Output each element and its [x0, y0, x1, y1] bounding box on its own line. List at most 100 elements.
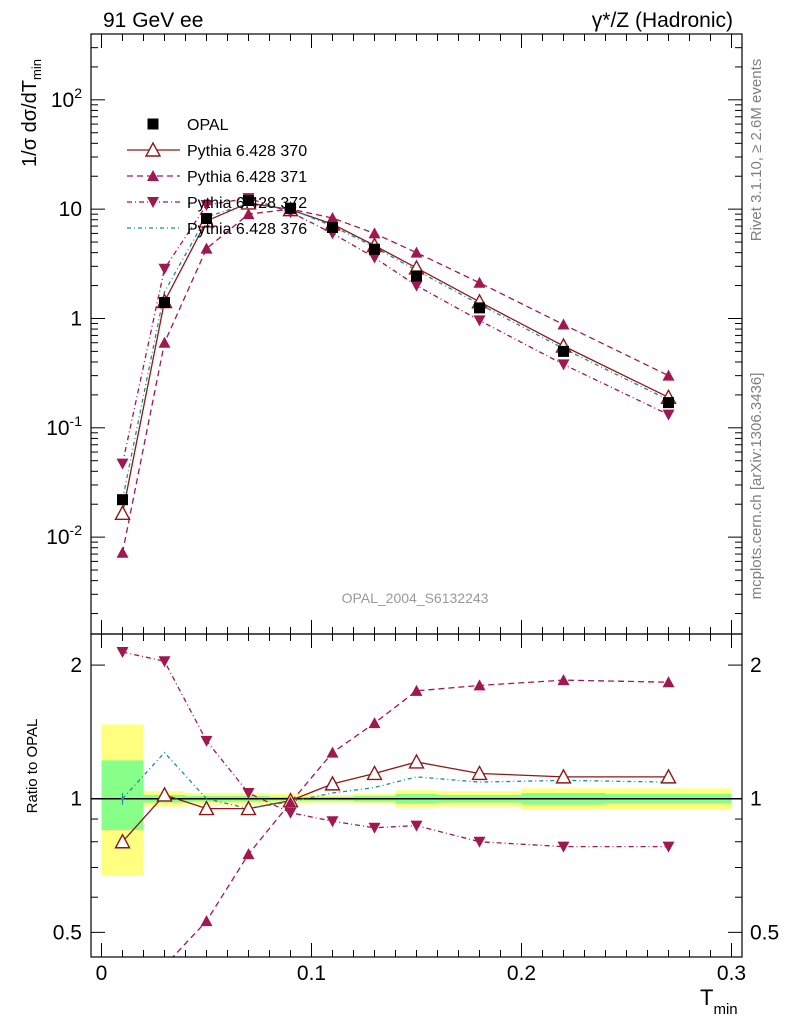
- ratio-panel-frame: [90, 633, 743, 958]
- ratio-series-point: [662, 841, 675, 853]
- opal-data-point: [159, 296, 170, 308]
- ratio-y-tick-label-right: 1: [750, 788, 762, 811]
- opal-data-point: [285, 202, 296, 214]
- y-tick-label: 10-1: [46, 413, 82, 440]
- main-series-point: [114, 504, 131, 521]
- main-series-point: [473, 276, 486, 288]
- legend-marker: [147, 118, 159, 130]
- x-axis-title: Tmin: [700, 985, 738, 1018]
- ratio-series-point: [284, 807, 297, 819]
- y-tick-label: 102: [51, 85, 82, 112]
- ratio-y-tick-label-left: 2: [70, 654, 82, 677]
- main-series-point: [326, 211, 339, 223]
- ratio-series-point: [410, 684, 423, 696]
- ratio-y-tick-label-right: 2: [750, 654, 762, 677]
- ratio-series-point: [471, 764, 488, 781]
- ratio-series-point: [116, 647, 129, 659]
- ratio-series-point: [159, 960, 171, 971]
- main-series-point: [557, 318, 570, 330]
- main-series-point: [410, 280, 423, 292]
- ratio-series-point: [368, 822, 381, 834]
- ratio-series-point: [555, 768, 572, 784]
- opal-data-point: [411, 270, 422, 282]
- main-series-point: [368, 227, 381, 239]
- main-series-point: [662, 409, 675, 421]
- ratio-bands: [91, 724, 742, 876]
- ratio-series-point: [660, 768, 677, 784]
- ratio-series-point: [200, 915, 213, 927]
- ratio-series-point: [156, 786, 173, 802]
- ratio-series-point: [473, 679, 486, 691]
- y-tick-label: 1: [70, 307, 82, 330]
- ratio-series-point: [117, 990, 129, 1001]
- legend-label: Pythia 6.428 372: [187, 195, 307, 212]
- legend-marker: [147, 170, 159, 181]
- axis-frames: [90, 33, 743, 958]
- y-tick-label: 10-2: [46, 522, 82, 549]
- main-series-point: [200, 200, 213, 212]
- ratio-series-point: [242, 788, 255, 800]
- ratio-series-point: [242, 848, 255, 860]
- opal-data-point: [243, 194, 254, 206]
- main-series-point: [200, 242, 213, 254]
- main-series-point: [242, 208, 255, 220]
- main-y-axis-title: 1/σ dσ/dTmin: [19, 59, 44, 167]
- header-left-label: 91 GeV ee: [103, 9, 203, 32]
- ratio-series-point: [473, 836, 486, 848]
- opal-data-point: [327, 221, 338, 233]
- main-series-point: [368, 252, 381, 264]
- ratio-series-point: [200, 735, 213, 747]
- rivet-version-label: Rivet 3.1.10, ≥ 2.6M events: [748, 59, 765, 242]
- ratio-series-line: [172, 679, 669, 957]
- opal-data-point: [558, 345, 569, 357]
- ratio-series-point: [662, 676, 675, 688]
- axis-ticks: [91, 33, 742, 957]
- main-series-point: [158, 336, 171, 348]
- main-series-point: [410, 246, 423, 258]
- ratio-series-point: [284, 796, 297, 808]
- ratio-y-tick-label-left: 0.5: [53, 921, 82, 944]
- main-markers: [114, 193, 677, 558]
- ratio-series-point: [158, 656, 171, 668]
- y-tick-label: 10: [59, 198, 82, 221]
- main-series-point: [158, 263, 171, 275]
- main-series-point: [662, 369, 675, 381]
- ratio-markers: [114, 647, 677, 1001]
- ratio-series-line: [122, 651, 669, 848]
- analysis-id-label: OPAL_2004_S6132243: [342, 590, 489, 606]
- x-tick-label: 0.2: [507, 962, 536, 985]
- opal-data-point: [201, 213, 212, 225]
- series-markers: [114, 193, 677, 1001]
- x-tick-label: 0.1: [297, 962, 326, 985]
- ratio-series-point: [198, 800, 215, 816]
- main-series-point: [473, 315, 486, 327]
- ratio-series-point: [326, 746, 339, 758]
- legend-marker: [144, 141, 162, 157]
- ratio-series-point: [114, 833, 131, 849]
- main-series-point: [116, 458, 129, 470]
- main-series-point: [557, 359, 570, 371]
- ratio-y-axis-title: Ratio to OPAL: [24, 719, 41, 814]
- ratio-lines: [122, 651, 669, 957]
- ratio-reference-point: [120, 797, 125, 801]
- ratio-series-point: [557, 841, 570, 853]
- ratio-series-line: [122, 751, 669, 810]
- legend-label: Pythia 6.428 371: [187, 169, 307, 186]
- opal-data-point: [117, 494, 128, 506]
- opal-data-point: [369, 243, 380, 255]
- legend-label: OPAL: [187, 117, 229, 134]
- x-tick-label: 0: [96, 962, 108, 985]
- ratio-series-point: [240, 800, 257, 816]
- ratio-series-point: [326, 816, 339, 828]
- opal-data-point: [474, 302, 485, 314]
- ratio-series-point: [408, 753, 425, 769]
- opal-data-point: [663, 397, 674, 409]
- legend: OPAL Pythia 6.428 370 Pythia 6.428 371 Pyth…: [127, 117, 307, 238]
- ratio-series-point: [557, 674, 570, 686]
- tick-labels: 0 0.1 0.2 0.3 10-2 10-1 1 10 102 0.5 0.5 1 1 2 2: [46, 85, 779, 985]
- legend-label: Pythia 6.428 376: [187, 221, 307, 238]
- legend-marker: [147, 197, 159, 208]
- ratio-y-tick-label-left: 1: [70, 788, 82, 811]
